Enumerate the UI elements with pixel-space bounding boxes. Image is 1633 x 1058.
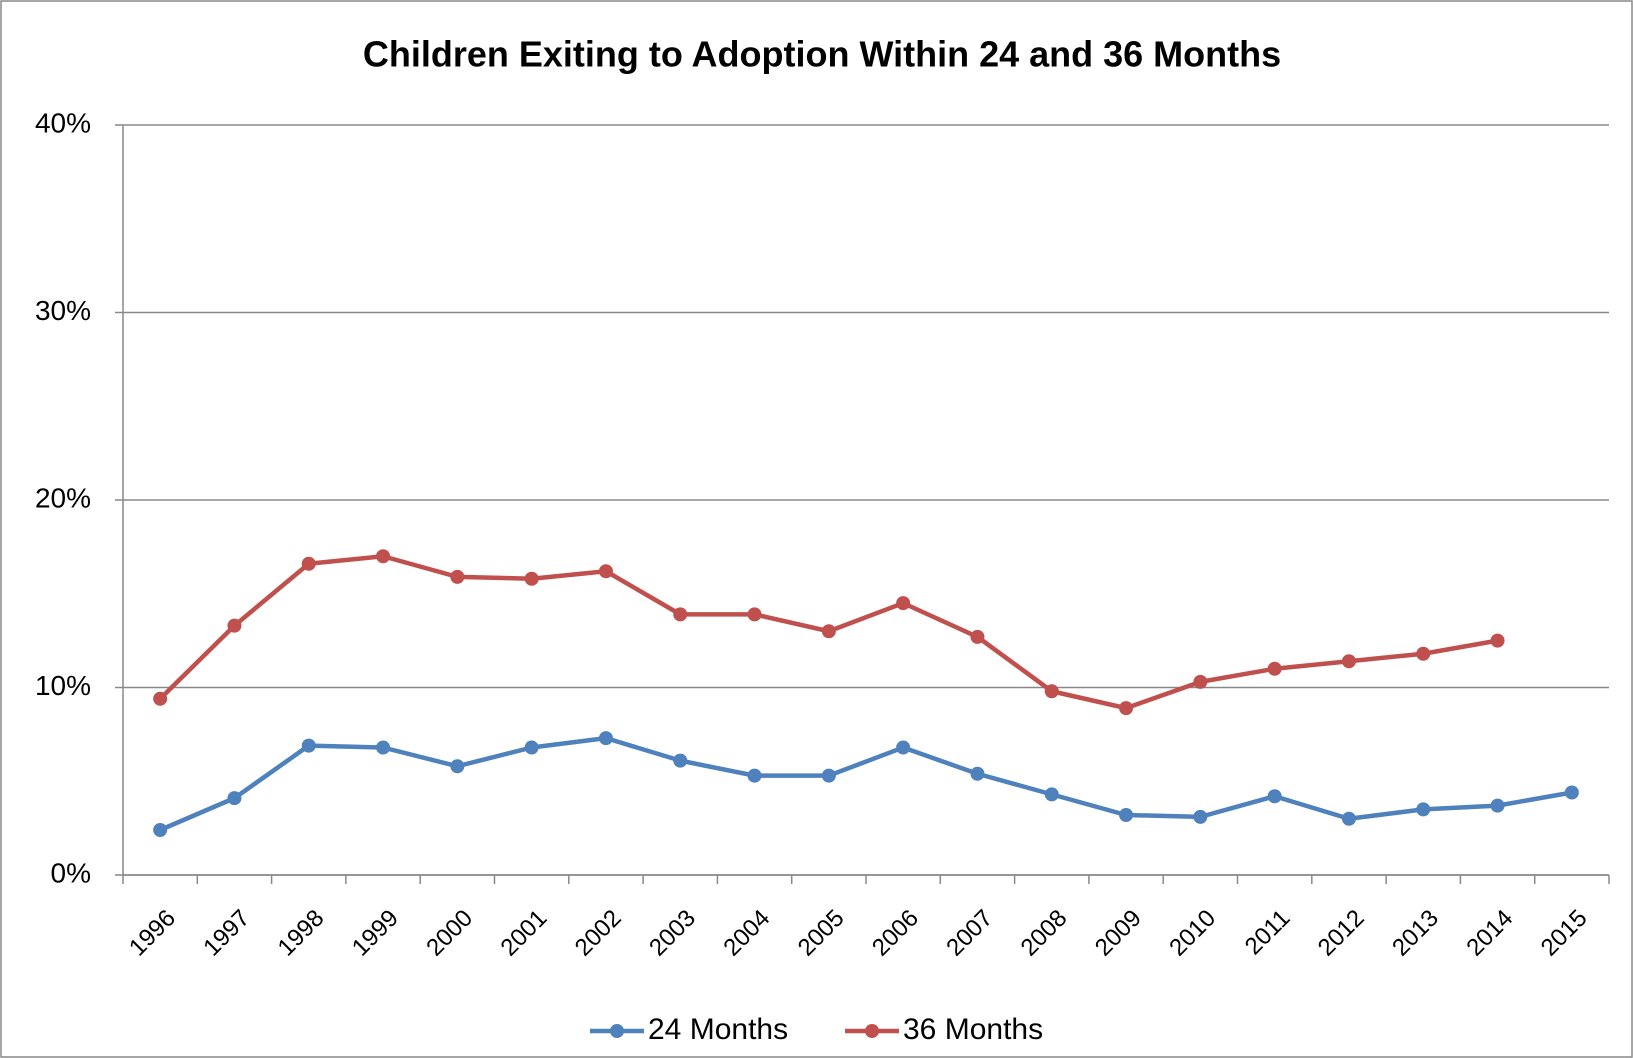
data-point	[1267, 661, 1282, 676]
data-point	[153, 691, 168, 706]
data-point	[450, 569, 465, 584]
data-point	[1119, 808, 1134, 822]
chart-title: Children Exiting to Adoption Within 24 a…	[363, 34, 1281, 75]
data-point	[970, 629, 985, 644]
data-point	[598, 564, 613, 579]
data-point	[747, 607, 762, 622]
data-point	[1044, 684, 1059, 699]
data-point	[1564, 785, 1579, 800]
y-tick-label: 40%	[35, 107, 91, 138]
data-point	[896, 740, 911, 755]
y-tick-label: 0%	[51, 857, 91, 888]
data-point	[1490, 798, 1505, 813]
legend-label: 36 Months	[903, 1013, 1043, 1046]
data-point	[301, 556, 316, 571]
data-point	[747, 768, 762, 783]
data-point	[896, 596, 911, 611]
data-point	[1341, 654, 1356, 669]
data-point	[153, 823, 168, 837]
y-tick-label: 30%	[35, 295, 91, 326]
data-point	[1416, 802, 1431, 817]
data-point	[1193, 674, 1208, 689]
data-point	[1490, 633, 1505, 648]
data-point	[1193, 809, 1208, 824]
data-point	[821, 768, 836, 783]
data-point	[1416, 646, 1431, 661]
data-point	[227, 791, 242, 806]
data-point	[227, 618, 242, 633]
legend-marker	[610, 1024, 624, 1038]
y-tick-label: 20%	[35, 482, 91, 513]
data-point	[1341, 811, 1356, 826]
data-point	[1044, 787, 1059, 802]
data-point	[598, 731, 613, 746]
data-point	[673, 607, 688, 622]
data-point	[301, 738, 316, 753]
data-point	[376, 549, 391, 564]
y-tick-label: 10%	[35, 670, 91, 701]
data-point	[376, 740, 391, 755]
data-point	[450, 759, 465, 774]
data-point	[524, 571, 539, 586]
data-point	[524, 740, 539, 755]
legend-marker	[865, 1024, 879, 1038]
series-line	[159, 735, 1573, 833]
data-point	[970, 766, 985, 781]
data-point	[1119, 701, 1134, 716]
legend-label: 24 Months	[648, 1013, 788, 1046]
data-point	[1267, 789, 1282, 804]
data-point	[821, 624, 836, 639]
data-point	[673, 753, 688, 768]
